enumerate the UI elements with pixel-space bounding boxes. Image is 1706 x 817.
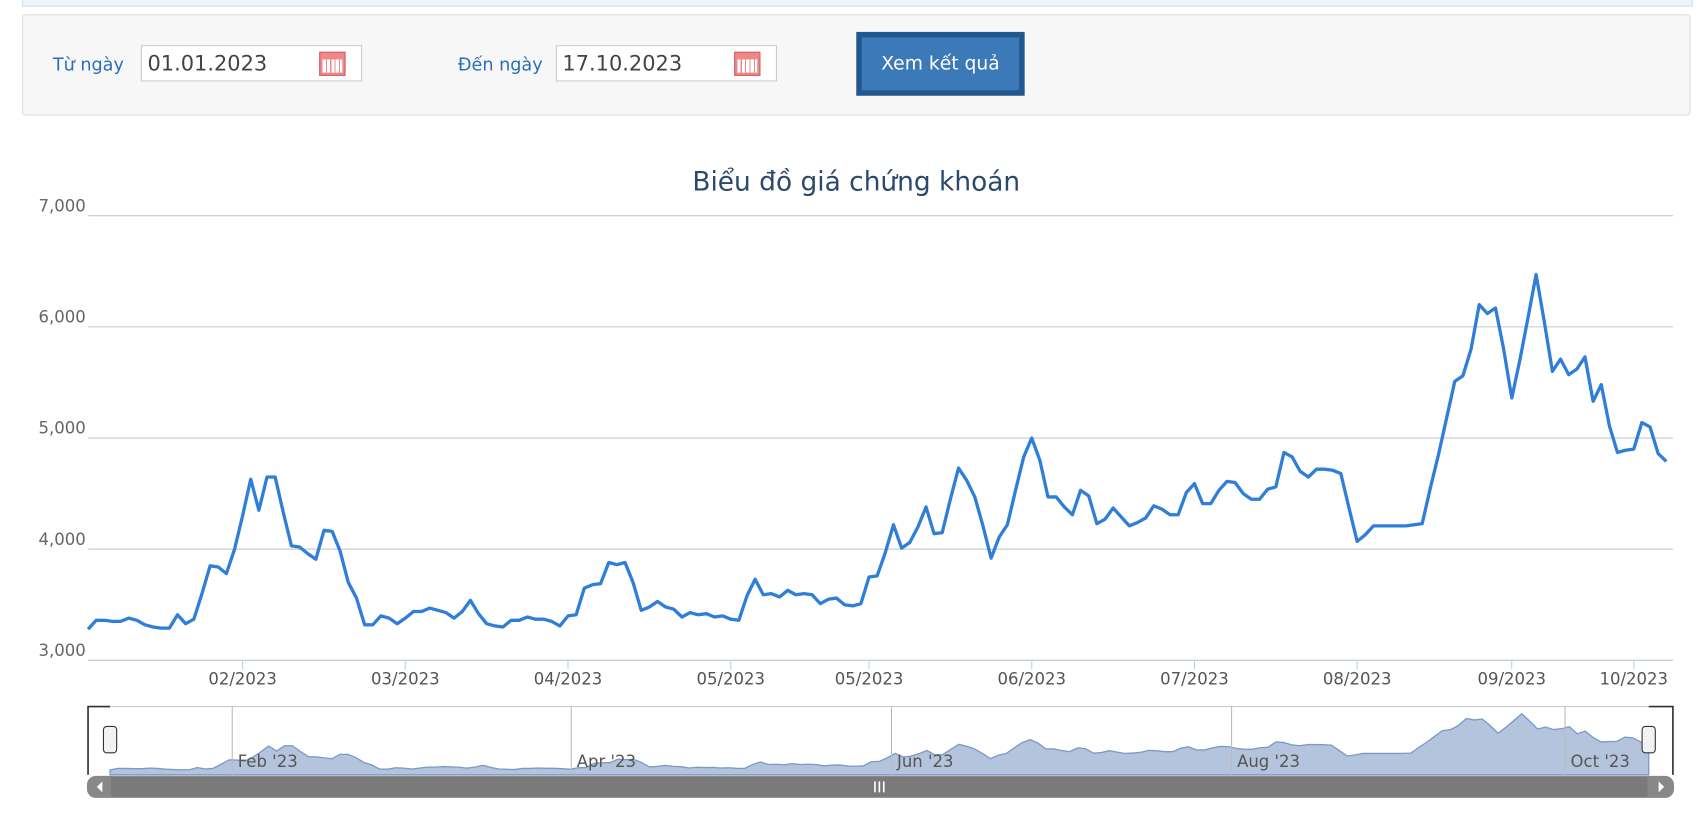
x-tick-label: 09/2023 <box>1477 670 1546 689</box>
y-tick-label: 7,000 <box>39 196 86 215</box>
calendar-icon[interactable] <box>734 51 761 76</box>
x-tick-label: 05/2023 <box>696 670 765 689</box>
to-date-input[interactable]: 17.10.2023 <box>555 45 778 82</box>
y-tick-label: 3,000 <box>39 641 86 660</box>
navigator-outline <box>87 705 1674 775</box>
x-tick-label: 10/2023 <box>1599 670 1668 689</box>
from-label: Từ ngày <box>52 53 124 75</box>
navigator-label: Apr '23 <box>577 752 636 771</box>
x-tick-label: 02/2023 <box>208 670 277 689</box>
x-tick-label: 04/2023 <box>534 670 603 689</box>
button-label: Xem kết quả <box>861 37 1020 91</box>
navigator-label: Aug '23 <box>1237 752 1300 771</box>
scroll-left-arrow[interactable] <box>96 781 103 793</box>
navigator-label: Jun '23 <box>896 752 954 771</box>
to-date-value: 17.10.2023 <box>562 51 683 76</box>
from-date-input[interactable]: 01.01.2023 <box>140 45 363 82</box>
chart-title: Biểu đồ giá chứng khoán <box>692 166 1020 197</box>
navigator-handle[interactable] <box>102 725 118 754</box>
scroll-right-arrow[interactable] <box>1658 781 1665 793</box>
x-tick-label: 07/2023 <box>1160 670 1229 689</box>
x-tick-label: 05/2023 <box>835 670 904 689</box>
x-tick-label: 08/2023 <box>1323 670 1392 689</box>
navigator-area <box>109 712 1650 776</box>
top-strip <box>22 0 1693 7</box>
navigator-label: Oct '23 <box>1571 752 1630 771</box>
scroll-grip <box>874 781 885 793</box>
to-label: Đến ngày <box>457 53 543 75</box>
navigator-label: Feb '23 <box>238 752 298 771</box>
y-tick-label: 4,000 <box>39 530 86 549</box>
price-line <box>86 272 1668 631</box>
x-tick-label: 06/2023 <box>997 670 1066 689</box>
y-tick-label: 6,000 <box>39 307 86 326</box>
from-date-value: 01.01.2023 <box>147 51 268 76</box>
navigator-handle[interactable] <box>1641 725 1656 754</box>
y-tick-label: 5,000 <box>39 419 86 438</box>
x-tick-label: 03/2023 <box>371 670 440 689</box>
calendar-icon[interactable] <box>319 51 346 76</box>
submit-button[interactable]: Xem kết quả <box>856 31 1025 96</box>
